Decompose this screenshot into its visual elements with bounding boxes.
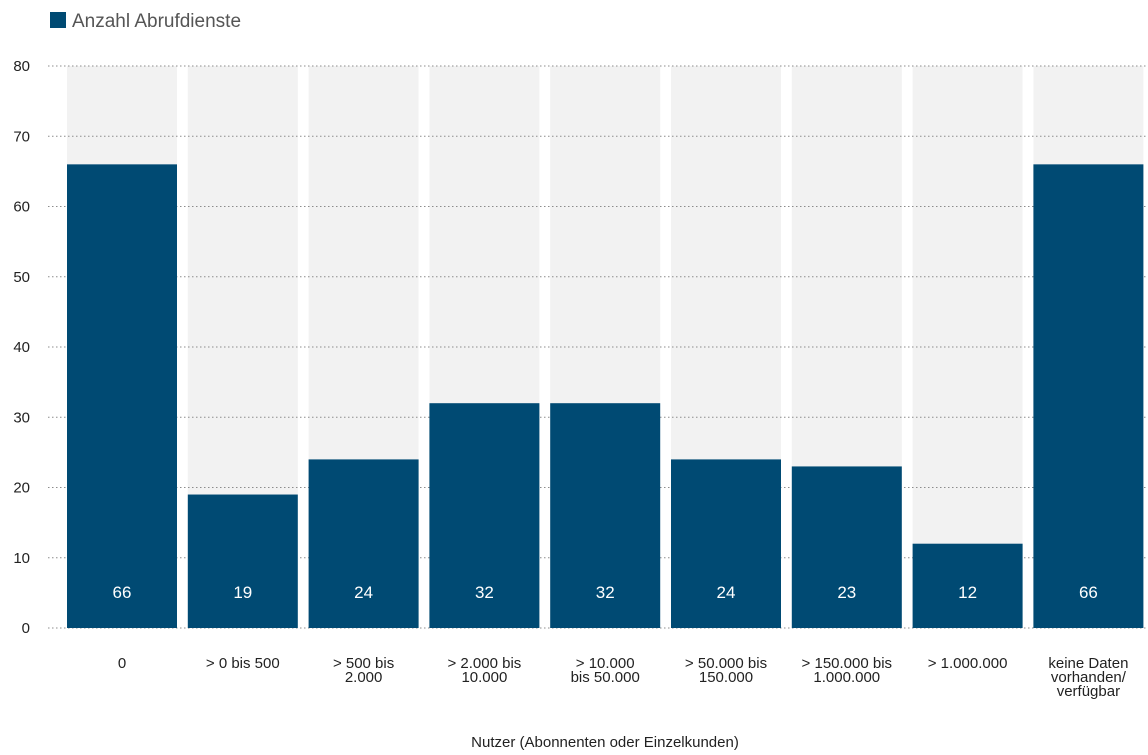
x-category-label: 0	[118, 655, 126, 672]
data-label: 32	[596, 583, 615, 602]
bars	[67, 164, 1144, 628]
legend: Anzahl Abrufdienste	[50, 11, 241, 32]
data-label: 23	[837, 583, 856, 602]
bar	[550, 403, 661, 628]
x-category-label: > 150.000 bis 1.000.000	[802, 655, 893, 686]
bar	[671, 459, 781, 628]
y-tick-label: 40	[13, 339, 30, 356]
data-label: 19	[233, 583, 252, 602]
data-label: 66	[113, 583, 132, 602]
x-category-label: keine Daten vorhanden/verfügbar	[1048, 655, 1128, 700]
x-axis-title: Nutzer (Abonnenten oder Einzelkunden)	[471, 734, 739, 751]
bar	[791, 466, 902, 628]
x-category-label: > 50.000 bis 150.000	[685, 655, 767, 686]
y-tick-label: 70	[13, 128, 30, 145]
y-tick-label: 30	[13, 409, 30, 426]
x-axis-category-labels: 0 > 0 bis 500 > 500 bis 2.000 > 2.000 bis 10.…	[118, 655, 1129, 700]
x-category-label: > 1.000.000	[928, 655, 1008, 672]
bar	[1033, 164, 1144, 628]
bar	[67, 164, 177, 628]
x-category-label: > 2.000 bis 10.000	[447, 655, 521, 686]
bar	[912, 543, 1023, 628]
x-category-label: > 10.000 bis 50.000	[571, 655, 640, 686]
y-tick-label: 0	[22, 620, 30, 637]
y-tick-label: 80	[13, 58, 30, 75]
bar	[429, 403, 540, 628]
y-tick-label: 50	[13, 269, 30, 286]
data-label: 24	[354, 583, 373, 602]
y-tick-label: 10	[13, 550, 30, 567]
bar	[308, 459, 419, 628]
legend-swatch	[50, 12, 66, 28]
y-tick-label: 20	[13, 480, 30, 497]
x-category-label: > 500 bis 2.000	[333, 655, 394, 686]
x-category-label: > 0 bis 500	[206, 655, 280, 672]
data-label: 66	[1079, 583, 1098, 602]
data-labels: 66 19 24 32 32 24 23 12 66	[113, 583, 1098, 602]
data-label: 24	[717, 583, 736, 602]
data-label: 32	[475, 583, 494, 602]
bar	[187, 494, 298, 628]
data-label: 12	[958, 583, 977, 602]
legend-label: Anzahl Abrufdienste	[72, 11, 241, 32]
y-axis-tick-labels: 0 10 20 30 40 50 60 70 80	[13, 58, 30, 637]
y-tick-label: 60	[13, 199, 30, 216]
